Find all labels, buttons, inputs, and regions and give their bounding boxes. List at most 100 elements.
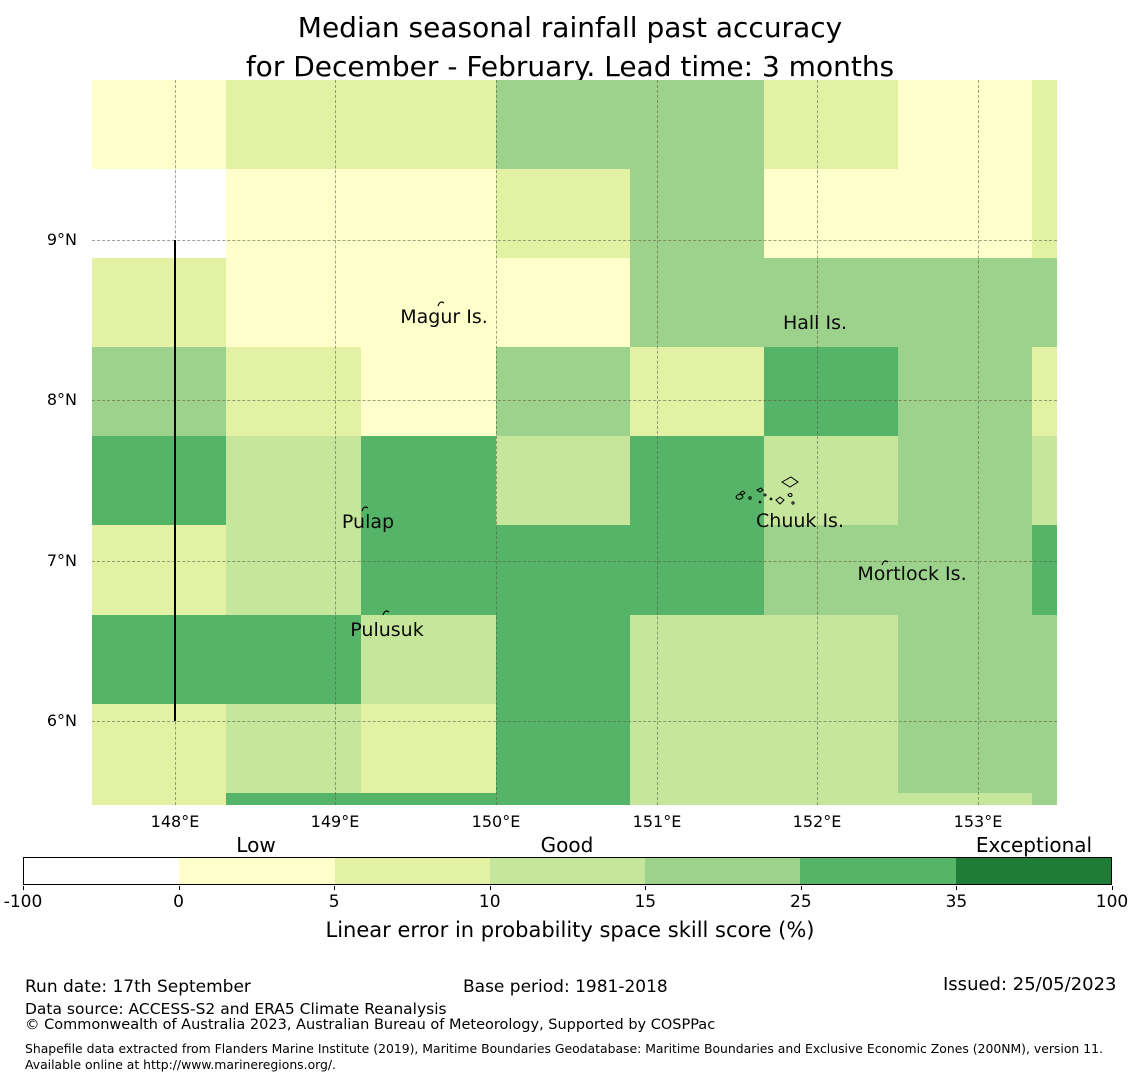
map-cell: [496, 347, 630, 436]
colorbar-tick-label: 0: [173, 892, 184, 912]
lat-tick-label: 9°N: [46, 230, 77, 249]
colorbar-tick-mark: [1112, 886, 1113, 890]
island-label-magur: Magur Is.: [400, 306, 488, 328]
gridline-meridian: [496, 80, 497, 805]
map-cell: [226, 704, 361, 793]
map-cell: [361, 704, 496, 793]
run-date-text: Run date: 17th September: [25, 977, 251, 997]
map-cell: [496, 80, 630, 169]
map-cell: [898, 704, 1032, 793]
gridline-meridian: [817, 80, 818, 805]
island-mark-magur: [437, 301, 445, 307]
colorbar-segment: [645, 858, 801, 884]
gridline-meridian: [978, 80, 979, 805]
colorbar-segment: [334, 858, 490, 884]
map-cell: [361, 347, 496, 436]
colorbar-tick-mark: [800, 886, 802, 890]
colorbar-tick-mark: [23, 886, 24, 890]
map-cell: [630, 793, 764, 805]
colorbar-axis-label: Linear error in probability space skill …: [325, 918, 815, 942]
island-mark-pulusuk: [382, 610, 390, 616]
map-cell: [361, 169, 496, 258]
colorbar-tick-mark: [956, 886, 958, 890]
colorbar-tick-label: 100: [1095, 892, 1129, 912]
map-cell: [630, 704, 764, 793]
gridline-meridian: [657, 80, 658, 805]
island-label-pulusuk: Pulusuk: [350, 619, 424, 641]
island-label-pulap: Pulap: [341, 511, 395, 533]
map-cell: [764, 615, 898, 704]
map-cell: [496, 436, 630, 525]
colorbar-segment: [24, 858, 180, 884]
colorbar-tick-label: 35: [945, 892, 968, 912]
map-cell: [630, 436, 764, 525]
gridline-parallel: [92, 721, 1057, 722]
map-cell: [92, 436, 226, 525]
map-cell: [898, 347, 1032, 436]
colorbar-segment: [489, 858, 646, 884]
issued-date-text: Issued: 25/05/2023: [943, 974, 1117, 995]
colorbar-tick-label: 25: [790, 892, 812, 912]
map-cell: [92, 169, 226, 258]
map-cell: [630, 615, 764, 704]
map-cell: [496, 615, 630, 704]
map-cell: [226, 793, 361, 805]
map-cell: [1032, 80, 1057, 169]
colorbar-tick-label: 5: [328, 892, 340, 912]
lon-tick-label: 150°E: [471, 812, 521, 831]
copyright-text: © Commonwealth of Australia 2023, Austra…: [25, 1017, 716, 1033]
gridline-parallel: [92, 561, 1057, 562]
map-cell: [92, 615, 226, 704]
colorbar-segment: [179, 858, 335, 884]
chart-title: Median seasonal rainfall past accuracy f…: [0, 8, 1140, 86]
map-cell: [1032, 436, 1057, 525]
map-cell: [1032, 169, 1057, 258]
data-source-text: Data source: ACCESS-S2 and ERA5 Climate …: [25, 1000, 447, 1018]
legend-category-exceptional: Exceptional: [975, 833, 1093, 857]
map-cell: [1032, 793, 1057, 805]
map-cell: [1032, 615, 1057, 704]
base-period-text: Base period: 1981-2018: [463, 977, 668, 997]
map-cell: [226, 258, 361, 347]
colorbar: [23, 857, 1112, 885]
chart-title-line1: Median seasonal rainfall past accuracy: [297, 11, 843, 44]
map-cell: [92, 80, 226, 169]
map-cell: [630, 347, 764, 436]
colorbar-tick-mark: [178, 886, 180, 890]
legend-category-low: Low: [236, 833, 276, 857]
map-cell: [92, 704, 226, 793]
map-cell: [496, 258, 630, 347]
map-cell: [226, 525, 361, 615]
lon-tick-label: 153°E: [953, 812, 1003, 831]
map-cell: [1032, 347, 1057, 436]
lat-tick-label: 7°N: [46, 551, 77, 570]
map-cell: [1032, 704, 1057, 793]
map-cell: [1032, 258, 1057, 347]
colorbar-tick-label: 15: [634, 892, 657, 912]
map-cell: [898, 258, 1032, 347]
map-cell: [764, 525, 898, 615]
legend-category-good: Good: [540, 833, 594, 857]
map-cell: [361, 258, 496, 347]
map-cell: [764, 436, 898, 525]
map-cell: [226, 436, 361, 525]
map-cell: [226, 169, 361, 258]
map-cell: [361, 525, 496, 615]
chuuk-islands-outline: [735, 476, 799, 505]
map-cell: [226, 80, 361, 169]
map-cell: [764, 80, 898, 169]
map-cell: [92, 793, 226, 805]
colorbar-segment: [800, 858, 956, 884]
colorbar-tick-mark: [645, 886, 647, 890]
eez-boundary-line: [174, 240, 176, 721]
map-area: Magur Is. Hall Is. Pulap Chuuk Is. Mortlock …: [92, 80, 1057, 805]
map-cell: [764, 258, 898, 347]
gridline-meridian: [335, 80, 336, 805]
gridline-parallel: [92, 400, 1057, 401]
map-cell: [92, 525, 226, 615]
map-cell: [764, 704, 898, 793]
map-cell: [496, 169, 630, 258]
colorbar-tick-label: -100: [3, 892, 43, 912]
lat-tick-label: 6°N: [46, 711, 77, 730]
lon-tick-label: 152°E: [792, 812, 842, 831]
